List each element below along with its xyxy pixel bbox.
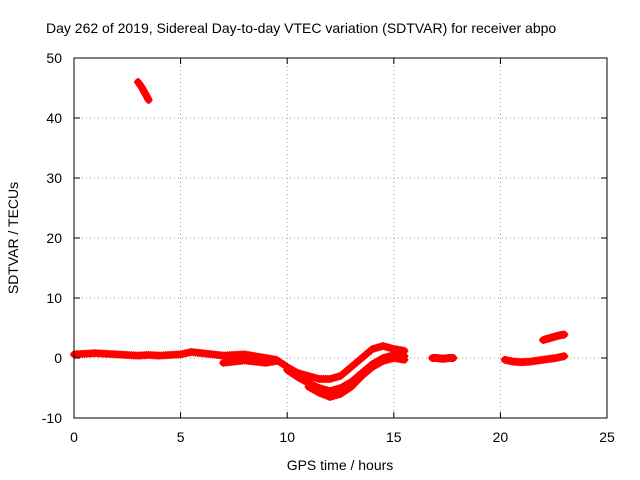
- series-track-main-d: [219, 356, 281, 367]
- x-tick-label: 10: [279, 429, 295, 445]
- y-tick-label: 0: [54, 350, 62, 366]
- x-tick-label: 15: [386, 429, 402, 445]
- tick-labels: 0 5 10 15 20 25 -10 0 10 20 30 40 50: [42, 50, 615, 445]
- y-axis-label: SDTVAR / TECUs: [5, 182, 21, 294]
- x-axis-label: GPS time / hours: [287, 457, 394, 473]
- x-tick-label: 0: [70, 429, 78, 445]
- y-tick-label: 20: [46, 230, 62, 246]
- x-tick-label: 20: [493, 429, 509, 445]
- series-track-late-low: [500, 352, 569, 367]
- y-tick-label: -10: [42, 410, 62, 426]
- y-tick-label: 30: [46, 170, 62, 186]
- x-tick-label: 25: [599, 429, 615, 445]
- series-track-late-high: [539, 330, 569, 344]
- y-tick-label: 40: [46, 110, 62, 126]
- axis-ticks: [73, 57, 608, 419]
- y-tick-label: 10: [46, 290, 62, 306]
- x-tick-label: 5: [177, 429, 185, 445]
- data-series: [70, 78, 569, 401]
- chart-title: Day 262 of 2019, Sidereal Day-to-day VTE…: [46, 20, 556, 36]
- series-track-main-c: [304, 354, 409, 401]
- series-track-early-high: [133, 78, 153, 104]
- series-track-gap-17: [428, 354, 458, 363]
- y-tick-label: 50: [46, 50, 62, 66]
